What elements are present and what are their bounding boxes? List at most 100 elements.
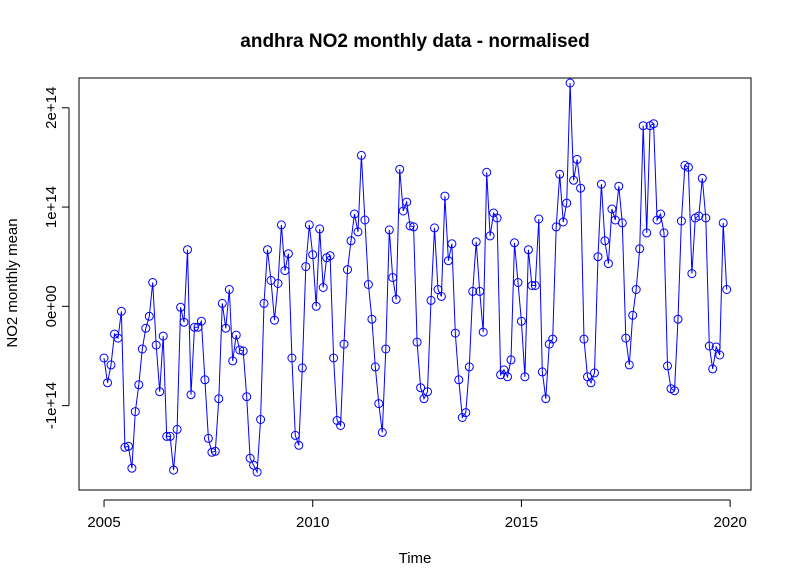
data-point: [137, 344, 147, 354]
data-point: [329, 353, 339, 363]
data-point: [635, 244, 645, 254]
data-point: [513, 278, 523, 287]
data-point: [297, 363, 307, 373]
data-point: [336, 421, 346, 430]
data-point: [485, 231, 495, 241]
data-point: [565, 78, 575, 88]
data-point: [151, 340, 161, 350]
data-point: [694, 211, 704, 221]
data-point: [123, 441, 133, 451]
series-line: [103, 82, 728, 474]
data-point: [134, 380, 144, 390]
data-point: [436, 291, 446, 301]
y-axis-label: NO2 monthly mean: [4, 218, 21, 347]
data-point: [541, 394, 551, 404]
data-point: [419, 394, 429, 404]
data-point: [617, 218, 627, 228]
x-tick-label: 2010: [296, 514, 329, 531]
data-point: [701, 213, 711, 223]
data-point: [593, 252, 603, 262]
data-point: [663, 361, 672, 371]
data-point: [551, 222, 561, 232]
data-point: [440, 191, 450, 201]
data-point: [659, 228, 669, 238]
data-point: [301, 262, 311, 272]
data-point: [228, 356, 238, 366]
x-axis-label: Time: [399, 550, 432, 567]
data-point: [631, 285, 641, 294]
data-point: [537, 367, 547, 377]
y-axis: -1e+14 0e+00 1e+14 2e+14: [43, 87, 70, 429]
data-point: [471, 237, 481, 247]
data-point: [649, 119, 659, 129]
data-point: [603, 259, 613, 269]
data-point: [363, 280, 373, 289]
data-point: [141, 323, 151, 333]
y-tick-label: 2e+14: [43, 87, 60, 129]
data-point: [482, 167, 492, 177]
x-tick-label: 2015: [505, 514, 538, 531]
data-point: [370, 362, 380, 372]
data-point: [412, 337, 422, 347]
data-point: [113, 333, 123, 343]
data-point: [318, 283, 328, 292]
data-point: [130, 407, 140, 417]
data-point: [106, 360, 116, 370]
data-point: [496, 370, 506, 380]
data-point: [409, 222, 419, 232]
data-point: [256, 415, 266, 424]
data-point: [492, 213, 502, 223]
data-point: [169, 465, 179, 475]
data-point: [280, 266, 290, 276]
data-point: [670, 386, 679, 396]
data-point: [388, 273, 398, 282]
data-point: [704, 341, 714, 351]
data-point: [144, 311, 154, 321]
data-point: [558, 217, 568, 227]
data-point: [339, 339, 349, 349]
data-point: [711, 342, 721, 352]
y-tick-label: 1e+14: [43, 186, 60, 228]
data-point: [506, 355, 516, 365]
data-point: [503, 372, 512, 382]
data-point: [99, 353, 109, 363]
data-point: [576, 183, 586, 193]
data-point: [235, 345, 245, 355]
x-axis: 2005 2010 2015 2020: [87, 499, 747, 531]
data-point: [377, 427, 387, 437]
data-point: [683, 162, 693, 172]
data-point: [656, 209, 666, 219]
data-point: [273, 279, 283, 288]
data-point: [252, 467, 262, 477]
x-tick-label: 2005: [87, 514, 120, 531]
data-point: [238, 346, 248, 356]
data-point: [443, 256, 453, 266]
data-point: [165, 431, 175, 441]
data-point: [186, 390, 196, 400]
data-point: [405, 221, 415, 231]
data-point: [395, 164, 405, 174]
data-point: [127, 463, 137, 473]
data-point: [155, 387, 165, 397]
data-point: [350, 209, 359, 219]
data-point: [116, 306, 126, 316]
data-point: [510, 238, 519, 248]
data-point: [687, 269, 697, 279]
data-point: [475, 286, 485, 296]
data-point: [196, 316, 206, 326]
data-point: [162, 431, 172, 441]
data-point: [624, 360, 634, 370]
data-point: [210, 446, 220, 456]
x-tick-label: 2020: [713, 514, 746, 531]
data-point: [270, 315, 279, 325]
data-point: [499, 365, 509, 375]
data-point: [562, 198, 572, 208]
data-point: [454, 375, 464, 385]
data-point: [628, 310, 638, 320]
data-point: [311, 301, 321, 311]
data-point: [464, 362, 474, 372]
data-point: [290, 430, 300, 440]
data-point: [607, 204, 617, 214]
data-point: [120, 442, 130, 452]
